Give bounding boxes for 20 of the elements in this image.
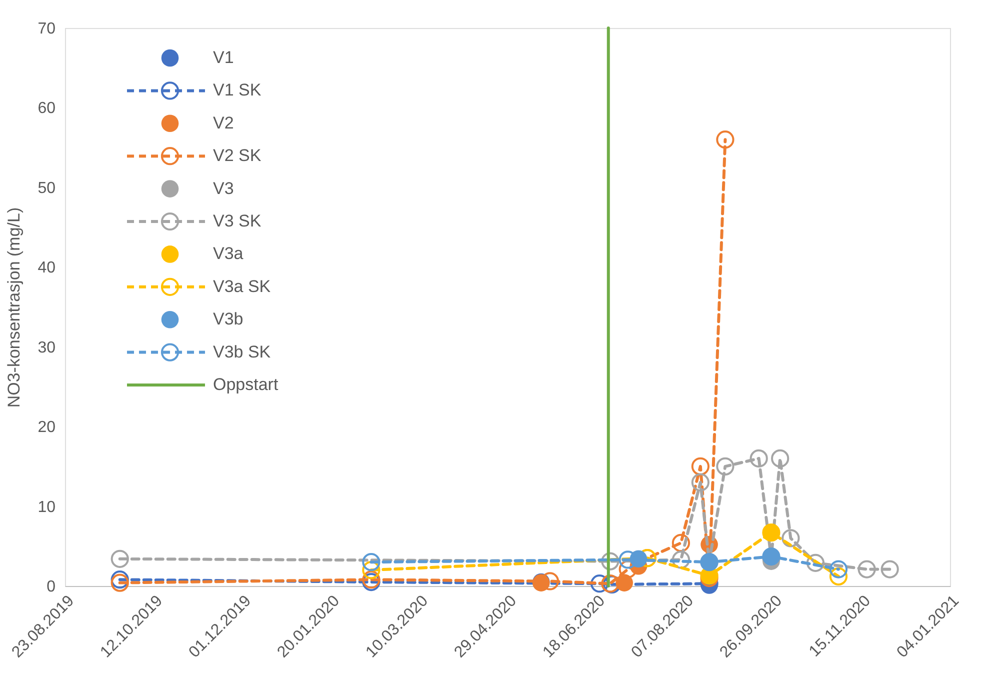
y-tick-label: 0 — [46, 578, 56, 596]
y-tick-label: 40 — [38, 260, 56, 277]
legend-label: V1 — [213, 48, 234, 67]
y-tick-label: 60 — [38, 100, 56, 118]
y-tick-label: 70 — [38, 20, 56, 38]
legend-label: Oppstart — [213, 375, 278, 394]
legend-label: V3a — [213, 244, 244, 264]
legend-label: V2 — [213, 113, 234, 132]
legend-label: V3a SK — [213, 276, 272, 296]
y-tick-label: 50 — [38, 180, 56, 197]
y-tick-label: 20 — [38, 419, 56, 436]
legend-label: V2 SK — [213, 146, 262, 166]
legend-label: V3b SK — [213, 342, 272, 362]
legend-label: V3b — [213, 310, 244, 329]
y-axis-title: NO3-konsentrasjon (mg/L) — [4, 207, 24, 408]
legend-label: V3 — [213, 178, 234, 198]
y-tick-label: 30 — [38, 339, 56, 356]
y-tick-label: 10 — [38, 498, 56, 516]
legend-label: V3 SK — [213, 212, 262, 230]
legend-label: V1 SK — [213, 80, 262, 100]
